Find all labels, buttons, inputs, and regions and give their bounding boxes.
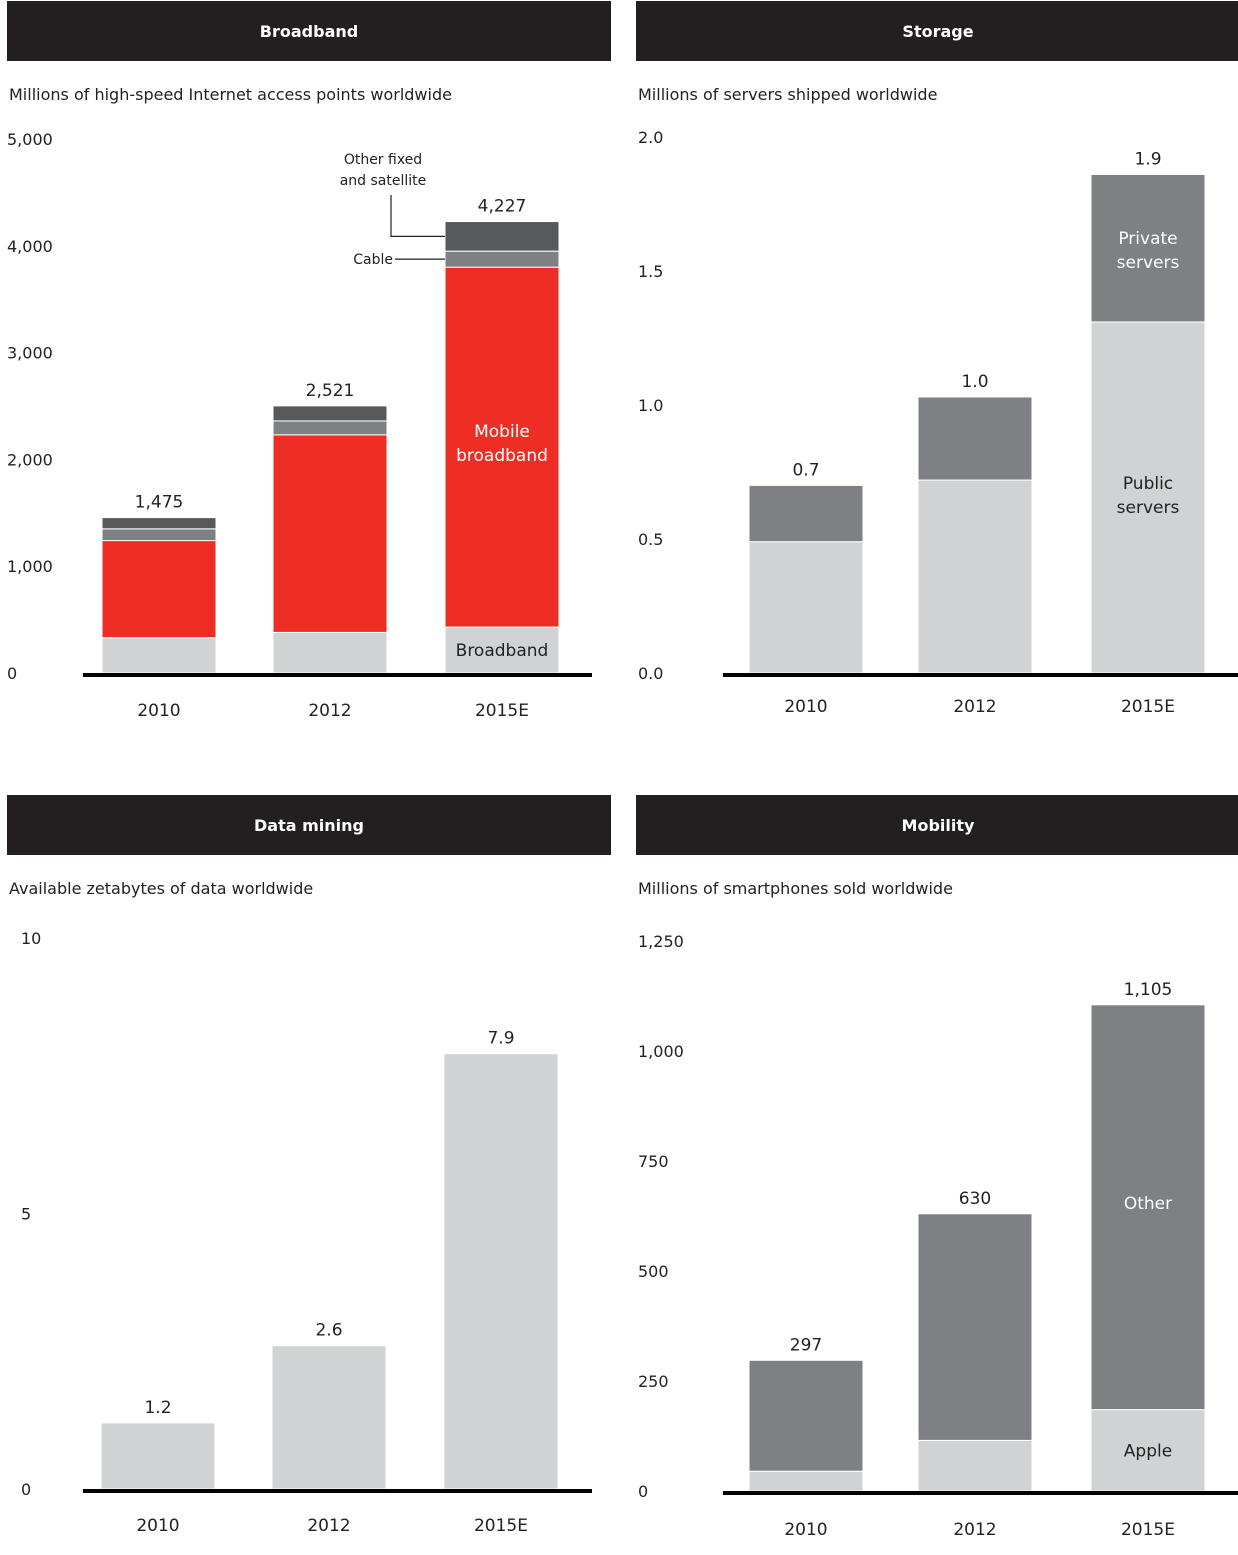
segment-label-public-servers: servers: [1117, 498, 1180, 518]
y-tick-label: 0: [21, 1480, 31, 1499]
y-tick-label: 5: [21, 1205, 31, 1224]
x-category-label: 2015E: [1121, 697, 1175, 717]
callout-other-line1: Other fixed: [344, 152, 422, 168]
bar-segment-cable-2012: [272, 420, 388, 436]
bar-segment-data-2012: [271, 1345, 387, 1490]
x-category-label: 2015E: [474, 1516, 528, 1536]
segment-label-public-servers: Public: [1123, 474, 1173, 494]
data-mining-chart-panel: Data mining Available zetabytes of data …: [7, 795, 611, 1555]
bar-segment-apple-2012: [917, 1439, 1033, 1492]
data-mining-chart-svg: 0 5 10 1.2 2010 2.6 2012 7.9 2015E: [21, 929, 592, 1536]
bar-total-label: 4,227: [478, 197, 527, 217]
bar-total-label: 7.9: [487, 1029, 514, 1049]
y-tick-label: 0: [638, 1482, 648, 1501]
mobility-chart-panel: Mobility Millions of smartphones sold wo…: [636, 795, 1238, 1555]
x-category-label: 2012: [308, 701, 351, 721]
y-tick-label: 250: [638, 1372, 669, 1391]
bar-segment-mobile-broadband-2012: [272, 434, 388, 633]
y-tick-label: 2,000: [7, 450, 53, 469]
callout-other-leader: [390, 195, 445, 237]
bar-segment-public-servers-2012: [917, 479, 1033, 674]
bar-total-label: 2.6: [315, 1321, 342, 1341]
bar-segment-mobile-broadband-2015e: [444, 266, 560, 628]
bar-segment-apple-2010: [748, 1470, 864, 1492]
storage-chart-svg: 0.0 0.5 1.0 1.5 2.0 0.7 2010 1.0 2012 1.9 2015E Pri…: [638, 128, 1238, 717]
bar-segment-other-fixed-and-satellite-2012: [272, 405, 388, 422]
x-category-label: 2012: [953, 1520, 996, 1540]
bar-segment-data-2015e: [443, 1053, 559, 1490]
y-tick-label: 10: [21, 929, 41, 948]
broadband-chart-panel: Broadband Millions of high-speed Interne…: [7, 1, 611, 761]
x-category-label: 2015E: [1121, 1520, 1175, 1540]
y-tick-label: 0.0: [638, 664, 663, 683]
y-tick-label: 4,000: [7, 237, 53, 256]
segment-label-other: Other: [1124, 1194, 1172, 1214]
y-tick-label: 2.0: [638, 128, 663, 147]
mobility-chart-svg: 0 250 500 750 1,000 1,250 297 2010 630 2012 1,105 2…: [638, 932, 1238, 1540]
bar-segment-public-servers-2010: [748, 541, 864, 674]
bar-segment-other-fixed-and-satellite-2015e: [444, 221, 560, 252]
bar-total-label: 630: [959, 1189, 991, 1209]
chart-subtitle: Millions of high-speed Internet access p…: [9, 85, 452, 104]
y-tick-label: 0: [7, 664, 17, 683]
bar-total-label: 1,475: [135, 493, 184, 513]
segment-label-mobile-broadband: broadband: [456, 446, 548, 466]
x-category-label: 2015E: [475, 701, 529, 721]
x-category-label: 2010: [784, 1520, 827, 1540]
segment-label-broadband: Broadband: [456, 641, 549, 661]
y-tick-label: 5,000: [7, 130, 53, 149]
bar-segment-private-servers-2012: [917, 396, 1033, 481]
chart-subtitle: Millions of smartphones sold worldwide: [638, 879, 953, 898]
y-tick-label: 3,000: [7, 344, 53, 363]
segment-label-mobile-broadband: Mobile: [474, 422, 530, 442]
x-category-label: 2010: [137, 701, 180, 721]
x-category-label: 2012: [307, 1516, 350, 1536]
storage-chart-panel: Storage Millions of servers shipped worl…: [636, 1, 1238, 761]
bar-segment-cable-2015e: [444, 250, 560, 268]
broadband-chart-svg: 0 1,000 2,000 3,000 4,000 5,000 1,475 2010 2,521…: [7, 130, 592, 721]
bar-segment-other-fixed-and-satellite-2010: [101, 517, 217, 530]
segment-label-apple: Apple: [1124, 1441, 1172, 1461]
bar-segment-cable-2010: [101, 528, 217, 542]
y-tick-label: 1.5: [638, 262, 663, 281]
y-tick-label: 0.5: [638, 530, 663, 549]
bar-segment-broadband-2010: [101, 637, 217, 674]
bar-segment-private-servers-2010: [748, 484, 864, 543]
bar-segment-private-servers-2015e: [1090, 174, 1206, 323]
chart-subtitle: Available zetabytes of data worldwide: [9, 879, 314, 898]
y-tick-label: 750: [638, 1152, 669, 1171]
bar-total-label: 2,521: [306, 381, 355, 401]
bar-segment-data-2010: [100, 1422, 216, 1490]
chart-header: Mobility: [636, 795, 1238, 855]
bar-total-label: 297: [790, 1335, 822, 1355]
chart-header: Broadband: [7, 1, 611, 61]
bar-total-label: 1.9: [1134, 150, 1161, 170]
bar-total-label: 1.0: [961, 372, 988, 392]
y-tick-label: 1.0: [638, 396, 663, 415]
x-category-label: 2010: [784, 697, 827, 717]
chart-subtitle: Millions of servers shipped worldwide: [638, 85, 938, 104]
bar-total-label: 1.2: [144, 1398, 171, 1418]
segment-label-private-servers: servers: [1117, 253, 1180, 273]
x-category-label: 2010: [136, 1516, 179, 1536]
y-tick-label: 1,250: [638, 932, 684, 951]
y-tick-label: 1,000: [638, 1042, 684, 1061]
callout-cable: Cable: [353, 252, 393, 268]
y-tick-label: 1,000: [7, 557, 53, 576]
chart-header: Data mining: [7, 795, 611, 855]
bar-segment-other-2015e: [1090, 1004, 1206, 1411]
y-tick-label: 500: [638, 1262, 669, 1281]
x-category-label: 2012: [953, 697, 996, 717]
callout-other-line2: and satellite: [340, 173, 427, 189]
bar-segment-broadband-2012: [272, 631, 388, 674]
bar-segment-mobile-broadband-2010: [101, 540, 217, 639]
bar-total-label: 1,105: [1124, 980, 1173, 1000]
chart-header: Storage: [636, 1, 1238, 61]
bar-segment-other-2012: [917, 1213, 1033, 1441]
bar-segment-other-2010: [748, 1359, 864, 1472]
bar-segment-public-servers-2015e: [1090, 321, 1206, 674]
bar-total-label: 0.7: [792, 460, 819, 480]
segment-label-private-servers: Private: [1118, 229, 1177, 249]
